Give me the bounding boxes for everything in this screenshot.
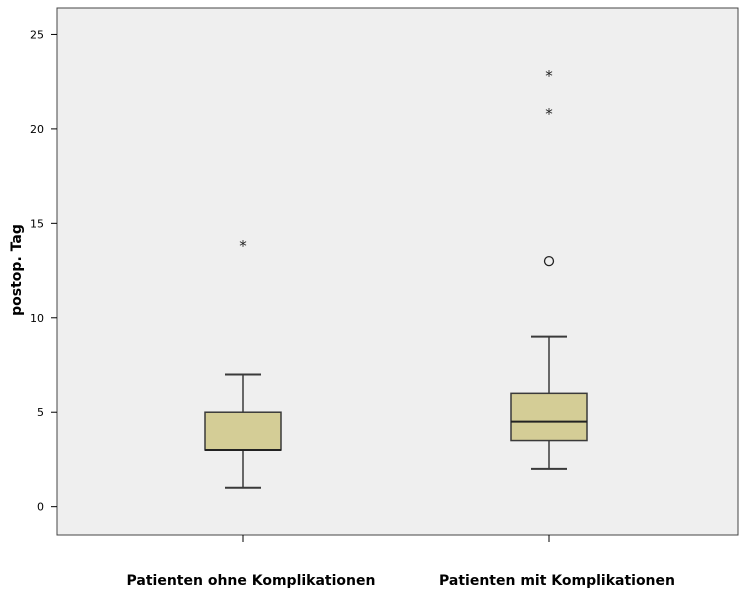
box-iqr xyxy=(510,392,588,442)
extreme-point: * xyxy=(545,67,553,85)
y-tick-label: 5 xyxy=(37,406,44,419)
box-group: ** xyxy=(510,67,588,470)
y-axis-title: postop. Tag xyxy=(9,224,25,316)
box-iqr xyxy=(204,411,282,451)
y-tick-label: 0 xyxy=(37,501,44,514)
outlier-point xyxy=(543,255,555,267)
extreme-point: * xyxy=(239,237,247,255)
y-tick-label: 20 xyxy=(30,123,44,136)
x-axis: Patienten ohne Komplikationen Patienten m… xyxy=(127,535,675,589)
x-tick-label: Patienten ohne Komplikationen xyxy=(127,573,376,589)
boxes-layer: *** xyxy=(204,67,588,489)
y-tick-label: 15 xyxy=(30,217,44,230)
plot-area xyxy=(56,7,739,536)
y-tick-label: 10 xyxy=(30,312,44,325)
y-axis: 0 5 10 15 20 25 xyxy=(30,28,57,514)
extreme-point: * xyxy=(545,105,553,123)
x-tick-label: Patienten mit Komplikationen xyxy=(439,573,675,589)
box-group: * xyxy=(204,237,282,489)
y-tick-label: 25 xyxy=(30,28,44,41)
